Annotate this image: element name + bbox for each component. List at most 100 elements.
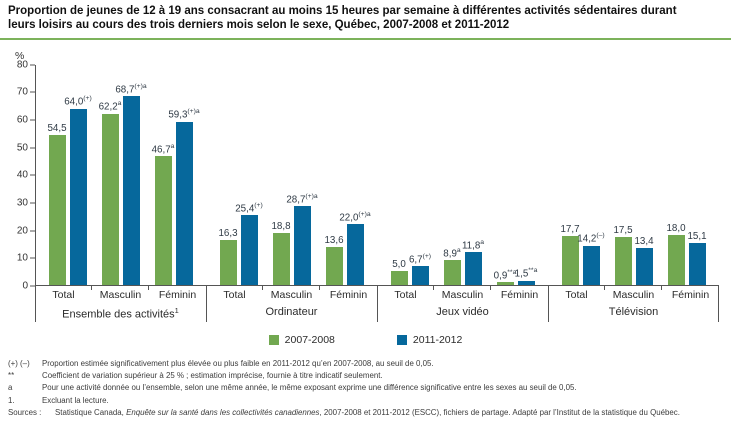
bar-2011-2012-masculin: 13,4 [634,236,654,285]
category-row-ensemble-des-activites: Total Masculin Féminin [35,285,206,304]
bar-2007-2008-masculin: 17,5 [613,225,633,285]
bar-group-television: 17,7 14,2(–) 17,5 13,4 18,0 15,1 Total Masculin… [548,65,719,322]
y-tick-label: 60 [16,114,28,126]
bar-pair-feminin: 13,6 22,0(+)a [324,65,371,285]
sources-note: Sources : Statistique Canada, Enquête su… [8,407,723,419]
y-tick-mark [30,257,35,259]
title-divider [0,37,731,40]
bar-value-label: 59,3(+)a [168,108,200,121]
bar-value-label: 25,4(+) [235,201,263,214]
bar-2011-2012-masculin: 68,7(+)a [115,83,147,285]
bar-value-label: 0,9**a [493,269,517,282]
bar-value-label: 15,1 [687,231,707,243]
bar-value-label: 18,0 [666,223,686,235]
bar-value-label: 22,0(+)a [339,210,371,224]
bars-television: 17,7 14,2(–) 17,5 13,4 18,0 15,1 [548,65,719,286]
bar-2007-2008-feminin: 46,7a [152,143,174,285]
bar-group-jeux-video: 5,0 6,7(+) 8,9a 11,8a 0,9**a 1,5**a Total Mascu… [377,65,548,322]
y-tick-label: 40 [16,169,28,181]
group-label-television: Télévision [608,305,659,318]
y-tick-mark [30,91,35,93]
bar-pair-total: 17,7 14,2(–) [560,65,605,285]
bar-2007-2008-total: 5,0 [390,259,408,285]
legend-label: 2007-2008 [284,333,335,346]
category-label-masculin: Masculin [92,285,149,304]
y-tick-mark [30,285,35,287]
bar-value-label: 54,5 [47,122,67,134]
bar-2007-2008-masculin: 62,2a [99,100,121,285]
bar-2007-2008-total: 17,7 [560,224,580,285]
group-label-jeux-video: Jeux vidéo [436,305,489,318]
bar-value-label: 18,8 [271,221,291,233]
category-label-masculin: Masculin [263,285,320,304]
bar-value-label: 5,0 [392,259,406,270]
footnote-text: Excluant la lecture. [42,395,109,405]
footnote-significance: (+) (–) Proportion estimée significative… [8,358,723,370]
y-tick-label: 20 [16,225,28,236]
footnote-text: Pour une activité donnée ou l’ensemble, … [42,383,577,393]
bar-2011-2012-total: 6,7(+) [409,253,431,285]
footnote-lecture: 1. Excluant la lecture. [8,395,723,407]
bar-2007-2008-feminin: 0,9**a [494,269,516,285]
y-tick-mark [30,64,35,66]
y-tick-mark [30,174,35,176]
bar-value-label: 28,7(+)a [286,192,318,205]
bar-value-label: 13,4 [634,235,654,247]
bar-value-label: 8,9a [443,247,461,260]
y-tick-label: 50 [16,142,28,154]
bar-value-label: 68,7(+)a [115,82,147,95]
bar-2011-2012-feminin: 1,5**a [515,267,537,285]
bar-value-label: 11,8a [461,239,485,252]
group-label-ordinateur: Ordinateur [265,305,318,318]
sources-survey-name: Enquête sur la santé dans les collectivi… [126,407,320,417]
bar-pair-feminin: 18,0 15,1 [666,65,707,285]
footnote-text: Coefficient de variation supérieur à 25 … [42,371,383,380]
chart-legend: 2007-2008 2011-2012 [0,334,731,346]
category-label-feminin: Féminin [158,288,197,301]
bar-pair-masculin: 62,2a 68,7(+)a [99,65,147,285]
bar-pair-total: 54,5 64,0(+) [47,65,92,285]
footnotes: (+) (–) Proportion estimée significative… [8,358,723,419]
y-axis: 0 10 20 30 40 50 60 70 80 [0,59,35,322]
bar-2011-2012-total: 64,0(+) [64,95,92,285]
legend-swatch-2007-2008 [268,334,279,345]
category-label-total: Total [548,285,605,304]
bar-value-label: 64,0(+) [64,95,92,108]
bar-2011-2012-feminin: 15,1 [687,231,707,285]
y-tick-label: 10 [16,252,28,264]
y-tick-label: 80 [16,59,28,71]
bar-value-label: 62,2a [98,100,122,113]
bar-2011-2012-masculin: 28,7(+)a [286,193,318,285]
group-label-ensemble-des-activites: Ensemble des activités1 [62,305,179,321]
category-label-feminin: Féminin [329,288,368,301]
bar-pair-masculin: 18,8 28,7(+)a [271,65,318,285]
y-tick-mark [30,147,35,149]
bar-value-label: 17,7 [560,224,580,236]
bar-group-ensemble-des-activites: 54,5 64,0(+) 62,2a 68,7(+)a 46,7a 59,3(+)a Tot… [35,65,206,322]
footnote-exponent: a Pour une activité donnée ou l’ensemble… [8,382,723,394]
sources-suffix: , 2007-2008 et 2011-2012 (ESCC), fichier… [319,407,680,417]
bar-value-label: 46,7a [151,143,175,156]
y-axis-unit-label: % [15,49,25,62]
bar-pair-total: 5,0 6,7(+) [390,65,431,285]
footnote-marker: ** [8,371,15,380]
bar-pair-feminin: 0,9**a 1,5**a [494,65,537,285]
bar-value-label: 13,6 [324,235,344,247]
y-tick-label: 0 [22,280,28,292]
bar-2007-2008-feminin: 13,6 [324,235,344,285]
bar-pair-masculin: 8,9a 11,8a [443,65,485,285]
y-tick-mark [30,202,35,204]
bar-2007-2008-masculin: 18,8 [271,221,291,285]
category-label-total: Total [377,285,434,304]
bar-2007-2008-masculin: 8,9a [443,247,461,285]
bar-2011-2012-total: 14,2(–) [577,232,605,285]
category-label-masculin: Masculin [434,285,491,304]
bar-2011-2012-total: 25,4(+) [235,202,263,285]
bar-2011-2012-feminin: 59,3(+)a [168,108,200,285]
title-line-2: leurs loisirs au cours des trois dernier… [8,19,510,32]
footnote-text: Proportion estimée significativement plu… [42,358,434,368]
category-row-television: Total Masculin Féminin [548,285,719,304]
bar-value-label: 1,5**a [514,267,538,280]
page-title: Proportion de jeunes de 12 à 19 ans cons… [0,0,731,33]
